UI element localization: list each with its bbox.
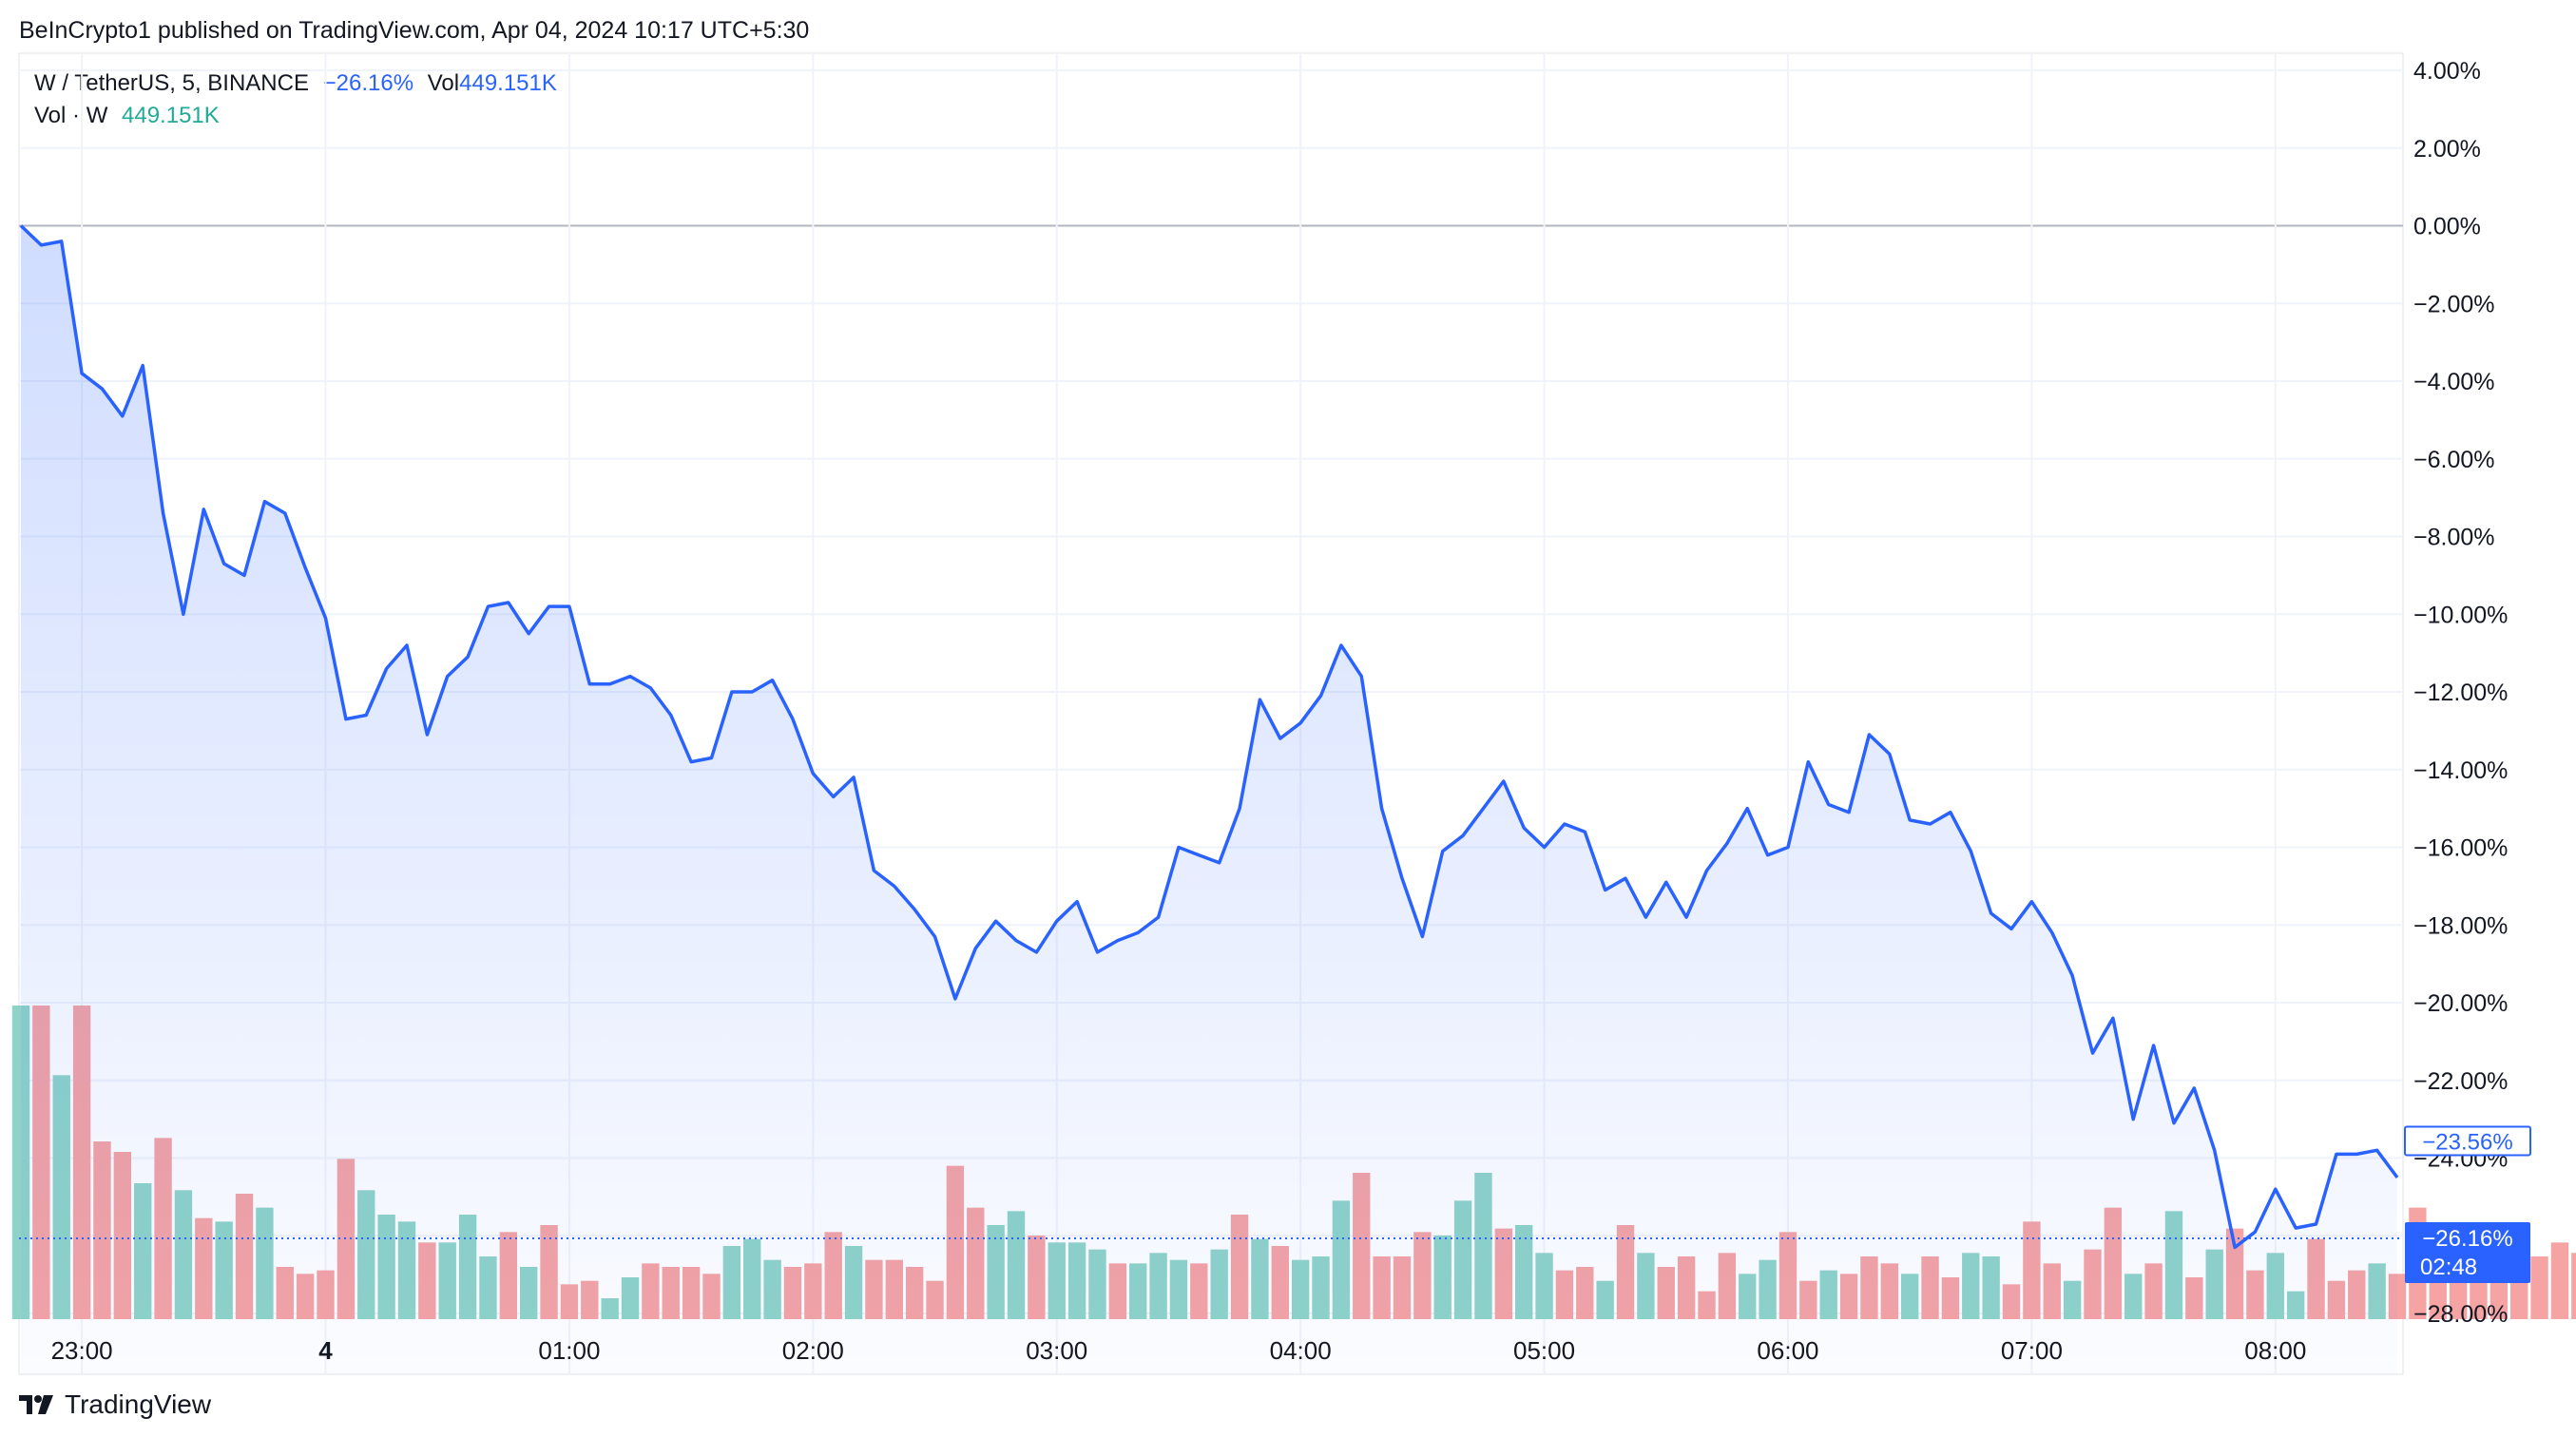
price-badges: −23.56% −26.16% 02:48 bbox=[2404, 1125, 2531, 1283]
tradingview-logo[interactable]: TradingView bbox=[19, 1389, 211, 1420]
countdown-label: 02:48 bbox=[2420, 1255, 2477, 1280]
y-tick-label: −22.00% bbox=[2413, 1068, 2508, 1095]
x-tick-label: 05:00 bbox=[1513, 1336, 1575, 1365]
volume-bar bbox=[2550, 1242, 2569, 1319]
volume-bar bbox=[2530, 1256, 2548, 1319]
volume-bar bbox=[2470, 1274, 2488, 1319]
vol-value: 449.151K bbox=[459, 70, 557, 96]
x-tick-label: 08:00 bbox=[2244, 1336, 2306, 1365]
y-tick-label: −16.00% bbox=[2413, 835, 2508, 862]
vol-label: Vol bbox=[427, 70, 460, 96]
publisher-header: BeInCrypto1 published on TradingView.com… bbox=[19, 17, 810, 44]
y-tick-label: 0.00% bbox=[2413, 214, 2481, 240]
x-tick-label: 03:00 bbox=[1026, 1336, 1087, 1365]
x-tick-label: 23:00 bbox=[51, 1336, 113, 1365]
y-tick-label: −2.00% bbox=[2413, 291, 2495, 317]
footer-brand: TradingView bbox=[65, 1389, 212, 1419]
volume-last-value-badge bbox=[2405, 1222, 2530, 1283]
x-tick-label: 06:00 bbox=[1757, 1336, 1818, 1365]
tradingview-logo-icon bbox=[19, 1395, 53, 1414]
y-tick-label: −6.00% bbox=[2413, 447, 2495, 473]
y-tick-label: −4.00% bbox=[2413, 369, 2495, 395]
price-area-fill bbox=[21, 225, 2397, 1374]
volume-series-value: 449.151K bbox=[122, 103, 220, 128]
y-tick-label: −12.00% bbox=[2413, 680, 2508, 706]
symbol-legend: W / TetherUS, 5, BINANCE −26.16% Vol449.… bbox=[34, 70, 565, 97]
volume-series-label[interactable]: Vol · W bbox=[34, 103, 108, 128]
volume-last-value-label: −26.16% bbox=[2422, 1226, 2512, 1252]
line-last-value-label: −23.56% bbox=[2422, 1130, 2512, 1156]
volume-legend: Vol · W 449.151K bbox=[34, 103, 227, 129]
price-line bbox=[19, 224, 2399, 1250]
x-tick-label: 07:00 bbox=[2001, 1336, 2063, 1365]
y-tick-label: −20.00% bbox=[2413, 990, 2508, 1017]
y-tick-label: 2.00% bbox=[2413, 136, 2481, 163]
price-area bbox=[19, 224, 2403, 1374]
symbol-label[interactable]: W / TetherUS, 5, BINANCE bbox=[34, 70, 309, 96]
y-tick-label: −8.00% bbox=[2413, 525, 2495, 551]
volume-bar bbox=[2510, 1280, 2528, 1319]
x-tick-label: 01:00 bbox=[538, 1336, 600, 1365]
y-tick-label: −10.00% bbox=[2413, 602, 2508, 628]
volume-bar bbox=[2449, 1274, 2468, 1319]
volume-bar bbox=[2571, 1253, 2576, 1319]
x-tick-label: 4 bbox=[318, 1336, 333, 1365]
x-tick-label: 02:00 bbox=[782, 1336, 844, 1365]
change-label: −26.16% bbox=[322, 70, 414, 96]
x-tick-label: 04:00 bbox=[1270, 1336, 1332, 1365]
line-last-value-badge bbox=[2404, 1125, 2531, 1157]
y-tick-label: 4.00% bbox=[2413, 58, 2481, 85]
y-tick-label: −18.00% bbox=[2413, 912, 2508, 939]
y-tick-label: −28.00% bbox=[2413, 1301, 2508, 1328]
y-tick-label: −14.00% bbox=[2413, 757, 2508, 784]
